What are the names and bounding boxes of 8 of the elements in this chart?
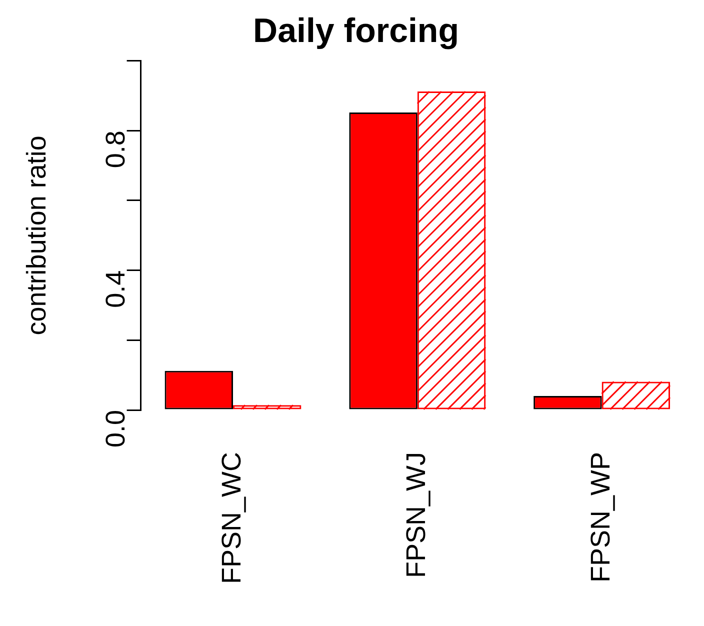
x-tick-label: FPSN_WJ <box>400 452 431 578</box>
x-tick-label: FPSN_WC <box>216 452 246 584</box>
x-tick-label: FPSN_WP <box>585 452 616 583</box>
y-tick-label: 0.0 <box>100 410 130 448</box>
y-tick-label: 0.4 <box>100 270 130 308</box>
chart-title: Daily forcing <box>253 12 459 50</box>
y-tick-label: 0.8 <box>100 130 130 168</box>
y-axis-title: contribution ratio <box>22 136 52 336</box>
